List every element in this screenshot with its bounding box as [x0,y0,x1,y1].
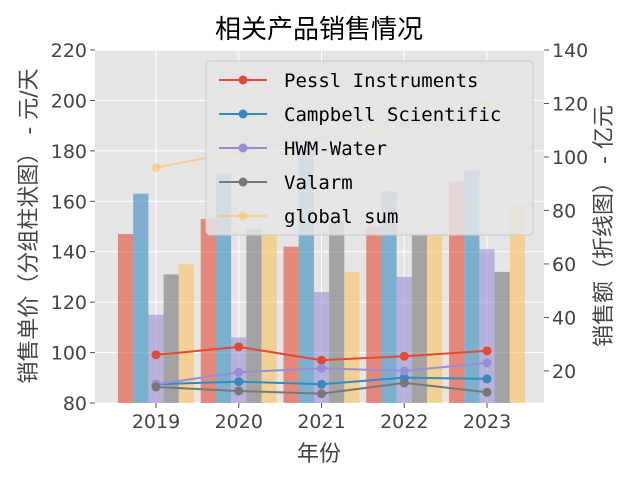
bar [427,234,443,403]
bar [246,229,262,403]
y-tick-label-left: 220 [51,40,87,62]
bar [118,234,134,403]
bar [283,246,299,403]
line-point [317,389,326,399]
legend-label: global sum [284,206,398,228]
y-tick-label-right: 100 [552,147,588,169]
y-tick-label-right: 20 [552,361,576,383]
line-point [482,358,492,368]
line-point [234,367,244,377]
line-point [151,163,161,173]
legend-marker [238,143,248,153]
y-tick-label-right: 60 [552,254,576,276]
y-tick-label-right: 120 [552,93,588,115]
line-point [399,351,409,361]
bar [133,193,149,403]
y-axis-label-left: 销售单价（分组柱状图） - 元/天 [17,68,42,383]
bar [261,234,277,403]
x-tick-label: 2021 [297,411,345,433]
y-tick-label-left: 180 [51,141,87,163]
y-tick-label-left: 80 [63,393,87,415]
legend-marker [238,75,248,85]
chart-title: 相关产品销售情况 [215,15,423,45]
line-point [234,377,244,387]
line-point [317,363,326,373]
x-ticks: 2019 2020 2021 2022 2023 [132,403,511,433]
y-tick-label-left: 200 [51,90,87,112]
legend-box [205,60,534,236]
y-tick-label-left: 160 [51,191,87,213]
line-point [482,374,492,384]
bar [366,226,382,403]
y-ticks-right: 20 40 60 80 100 120 140 [544,40,588,383]
bar [329,221,345,403]
bar [449,181,465,403]
y-axis-label-right: 销售额（折线图） - 亿元 [592,105,617,347]
line-point [234,386,244,396]
bar [509,206,525,403]
y-tick-label-right: 80 [552,200,576,222]
legend-label: Campbell Scientific [284,104,501,126]
y-tick-label-left: 120 [51,292,87,314]
legend-marker [238,109,248,119]
bar [411,234,428,403]
line-point [151,382,161,392]
bar [200,218,216,403]
legend-marker [238,177,248,187]
line-point [317,379,326,389]
legend: Pessl Instruments Campbell Scientific HWM-… [205,60,534,236]
line-point [151,350,161,360]
y-ticks-left: 80 100 120 140 160 180 200 220 [51,40,95,415]
bar [163,274,179,403]
line-point [399,378,409,388]
line-point [234,342,244,352]
bar [313,292,330,403]
legend-label: HWM-Water [284,138,387,160]
bar [381,191,397,403]
x-tick-label: 2019 [132,411,180,433]
x-axis-label: 年份 [297,442,341,467]
bar [178,264,194,403]
y-tick-label-right: 40 [552,307,576,329]
y-tick-label-right: 140 [552,40,588,62]
bar [344,271,360,403]
line-point [317,355,326,365]
bar [494,271,510,403]
x-tick-label: 2022 [380,411,428,433]
y-tick-label-left: 100 [51,343,87,365]
x-tick-label: 2020 [215,411,263,433]
legend-label: Pessl Instruments [284,70,478,92]
line-point [482,346,492,356]
legend-marker [238,211,248,221]
x-tick-label: 2023 [463,411,511,433]
y-tick-label-left: 140 [51,242,87,264]
line-point [399,366,409,376]
line-point [482,387,492,397]
legend-label: Valarm [284,172,353,194]
